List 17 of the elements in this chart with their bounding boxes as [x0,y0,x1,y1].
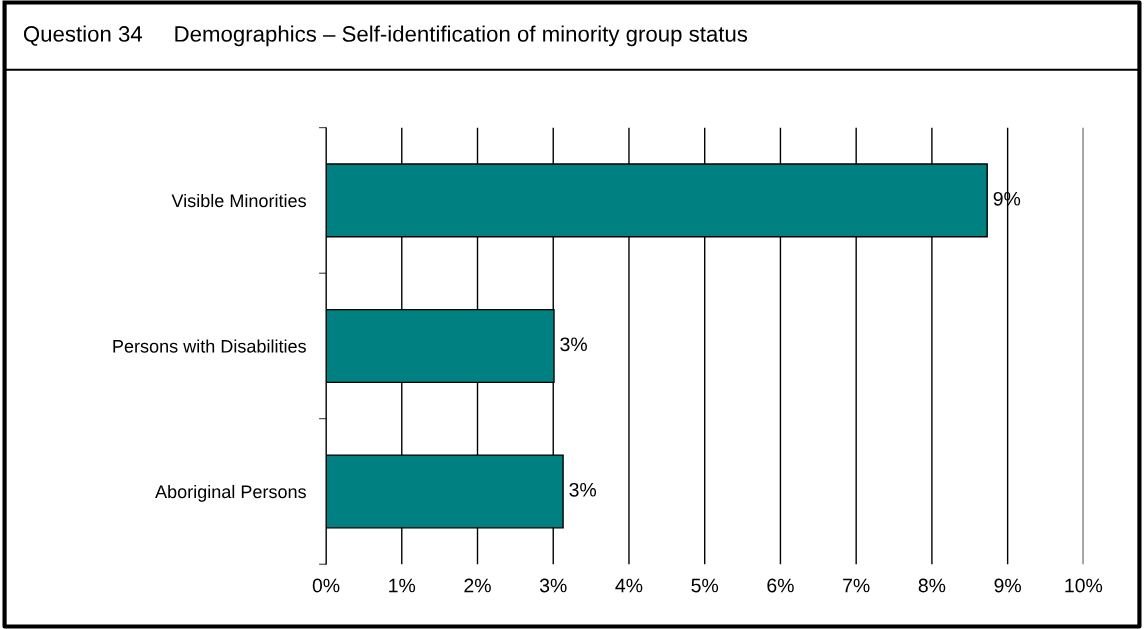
x-tick-label: 10% [1065,578,1103,593]
x-tick-label: 9% [994,578,1021,593]
x-tick-label: 4% [615,578,643,593]
x-tick-label: 3% [539,578,567,593]
x-tick-label: 7% [843,578,870,593]
x-tick-label: 1% [389,578,416,593]
y-tick-label: Aboriginal Persons [155,484,306,502]
y-tick-label: Visible Minorities [171,193,306,208]
x-tick-label: 5% [691,578,719,593]
data-label: 3% [569,482,597,497]
x-tick-label: 6% [767,578,794,593]
data-label: 3% [560,337,587,352]
x-tick-label: 2% [464,578,491,593]
y-tick-label: Persons with Disabilities [113,339,306,353]
x-tick-label: 0% [312,578,340,593]
chart-title: Question 34 Demographics – Self-identification of minority group status [23,25,748,47]
x-tick-label: 8% [918,578,946,593]
